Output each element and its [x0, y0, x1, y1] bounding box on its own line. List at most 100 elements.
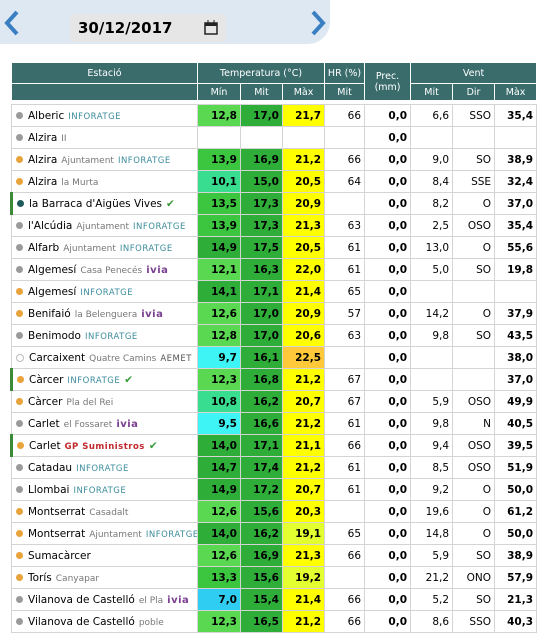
value-cell: 8,2	[410, 192, 454, 215]
value-cell: 66	[324, 588, 366, 611]
value-cell: 10,8	[197, 390, 241, 413]
date-input[interactable]: 30/12/2017	[70, 14, 226, 42]
station-row: Montserrat Ajuntament INFORATGE 14,0 16,2 19,…	[11, 522, 538, 545]
value-cell: 15,4	[240, 588, 283, 611]
value-cell: 15,6	[240, 500, 283, 523]
value-cell	[494, 280, 538, 303]
value-cell: 10,1	[197, 170, 241, 193]
value-cell: 61	[324, 478, 366, 501]
station-detail: Casadalt	[89, 507, 129, 518]
value-cell: SO	[452, 324, 496, 347]
station-name: Montserrat	[28, 527, 86, 540]
value-cell: 0,0	[364, 302, 412, 325]
value-cell: 57,9	[494, 566, 538, 589]
network: INFORATGE	[76, 463, 129, 474]
value-cell: 9,8	[410, 324, 454, 347]
value-cell: 21,4	[281, 280, 326, 303]
value-cell: 19,8	[494, 258, 538, 281]
station-row: Carlet GP Suministros ✔ 14,0 17,1 21,1 66 0,0 9,…	[10, 434, 538, 457]
calendar-icon[interactable]	[204, 20, 218, 35]
value-cell: 63	[324, 324, 366, 347]
value-cell: 35,4	[494, 214, 538, 237]
network: GP Suministros	[64, 441, 145, 452]
sub-header: Mit	[324, 83, 366, 101]
station-cell: Llombai INFORATGE	[11, 478, 198, 501]
station-cell: Carlet el Fossaret ivia	[11, 412, 198, 435]
value-cell: 40,5	[494, 412, 538, 435]
value-cell: 9,4	[410, 434, 454, 457]
value-cell: 16,8	[240, 368, 283, 391]
station-detail: la Belenguera	[74, 309, 138, 320]
value-cell: 13,0	[410, 236, 454, 259]
value-cell: 16,2	[240, 522, 283, 545]
value-cell: 17,1	[240, 280, 283, 303]
value-cell: 16,1	[240, 346, 283, 369]
value-cell: 20,5	[281, 236, 326, 259]
header-humidity: HR (%)	[324, 62, 366, 84]
value-cell: 20,5	[281, 170, 326, 193]
station-name: Llombai	[28, 483, 70, 496]
station-row: Montserrat Casadalt 12,6 15,6 20,3 0,0 19,6 O 61…	[11, 500, 538, 523]
value-cell: 0,0	[364, 390, 412, 413]
value-cell: 0,0	[364, 236, 412, 259]
date-bar: 30/12/2017	[0, 0, 330, 44]
value-cell: 22,0	[281, 258, 326, 281]
value-cell: 17,0	[240, 104, 283, 127]
value-cell: SSE	[452, 170, 496, 193]
station-name: Alzira	[28, 131, 58, 144]
value-cell: 19,6	[410, 500, 454, 523]
value-cell: 15,0	[240, 170, 283, 193]
station-cell: Sumacàrcer	[11, 544, 198, 567]
value-cell: 9,5	[197, 412, 241, 435]
value-cell	[410, 346, 454, 369]
value-cell: 22,5	[281, 346, 326, 369]
value-cell: 21,3	[281, 544, 326, 567]
network: INFORATGE	[68, 111, 122, 122]
value-cell: 14,0	[197, 522, 241, 545]
status-dot	[16, 574, 23, 581]
status-dot	[16, 530, 23, 537]
network: INFORATGE	[73, 485, 127, 496]
station-name: Carlet	[29, 439, 61, 452]
value-cell: 64	[324, 170, 366, 193]
value-cell	[197, 126, 241, 149]
value-cell: 38,9	[494, 148, 538, 171]
value-cell: 12,3	[197, 368, 241, 391]
value-cell	[410, 280, 454, 303]
status-dot	[16, 420, 23, 427]
value-cell: 16,3	[240, 258, 283, 281]
next-day[interactable]	[310, 10, 326, 36]
value-cell: OSO	[452, 434, 496, 457]
value-cell: 5,0	[410, 258, 454, 281]
value-cell: 6,6	[410, 104, 454, 127]
network: INFORATGE	[84, 331, 138, 342]
station-cell: Càrcer Pla del Rei	[11, 390, 198, 413]
value-cell: 0,0	[364, 456, 412, 479]
value-cell: 14,2	[410, 302, 454, 325]
prev-day[interactable]	[4, 10, 20, 36]
value-cell: 16,2	[240, 390, 283, 413]
value-cell: 51,9	[494, 456, 538, 479]
value-cell: O	[452, 302, 496, 325]
value-cell: 0,0	[364, 346, 412, 369]
value-cell: 8,6	[410, 610, 454, 633]
value-cell: 12,8	[197, 104, 241, 127]
value-cell: 12,6	[197, 302, 241, 325]
station-cell: Torís Canyapar	[11, 566, 198, 589]
value-cell: 0,0	[364, 104, 412, 127]
station-cell: Càrcer INFORATGE ✔	[10, 368, 198, 391]
value-cell: 16,6	[240, 412, 283, 435]
station-cell: Alfarb Ajuntament INFORATGE	[11, 236, 198, 259]
value-cell: 5,9	[410, 390, 454, 413]
station-detail: el Pla	[138, 595, 164, 606]
value-cell	[281, 126, 326, 149]
status-dot	[16, 134, 23, 141]
value-cell: 0,0	[364, 610, 412, 633]
value-cell: 0,0	[364, 434, 412, 457]
value-cell: 39,5	[494, 434, 538, 457]
status-dot	[16, 156, 23, 163]
station-name: l'Alcúdia	[28, 219, 73, 232]
value-cell: 14,0	[197, 434, 241, 457]
value-cell: 21,4	[281, 588, 326, 611]
